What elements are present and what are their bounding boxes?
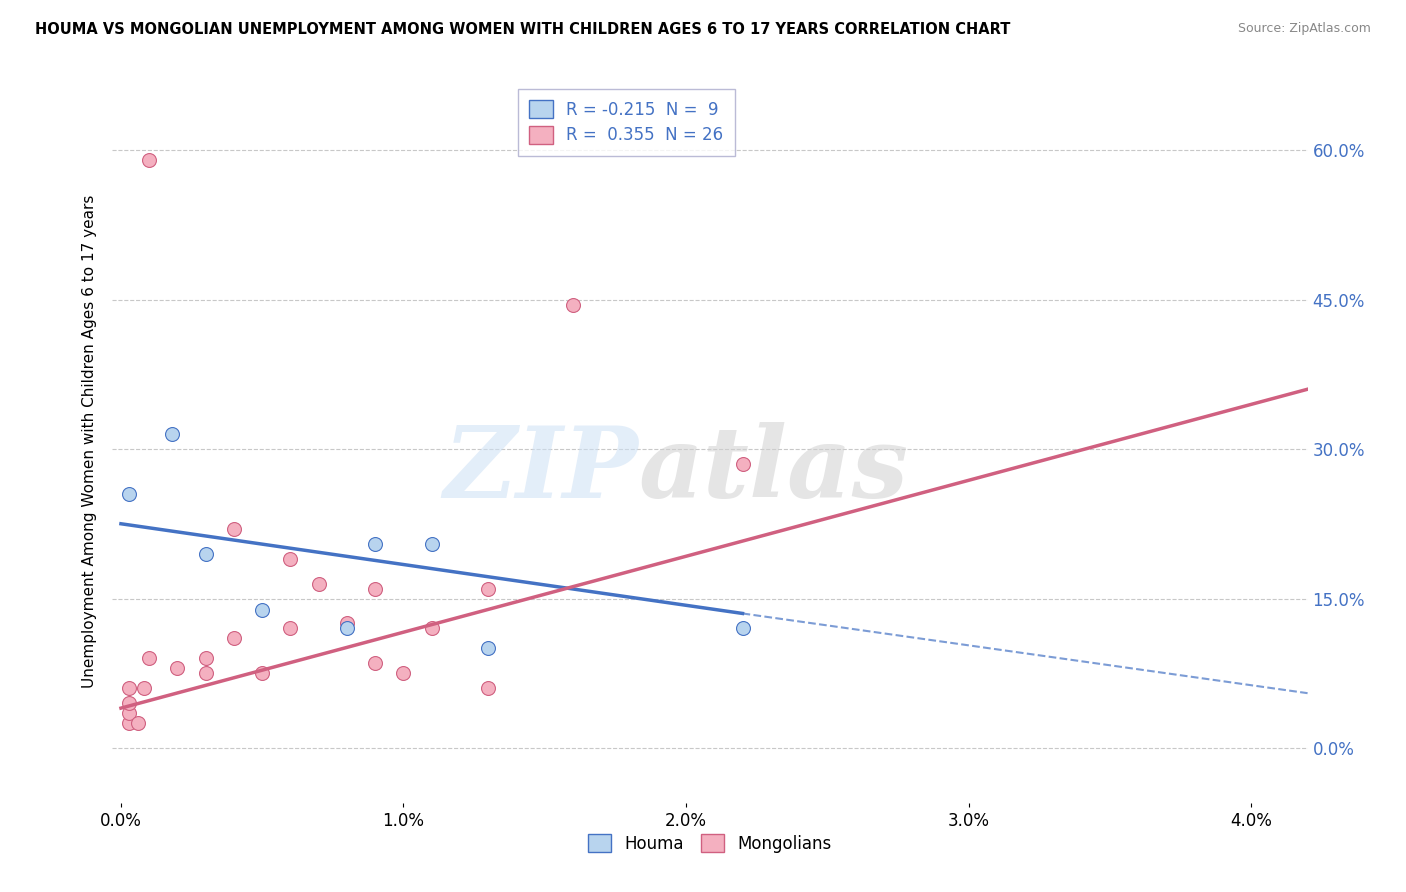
Text: Source: ZipAtlas.com: Source: ZipAtlas.com: [1237, 22, 1371, 36]
Point: [222, 522, 245, 536]
Y-axis label: Unemployment Among Women with Children Ages 6 to 17 years: Unemployment Among Women with Children A…: [82, 194, 97, 689]
Point: [222, 632, 245, 646]
Point: [138, 651, 160, 665]
Point: [138, 153, 160, 167]
Point: [132, 681, 155, 696]
Point: [118, 696, 141, 710]
Point: [194, 651, 217, 665]
Point: [364, 657, 387, 671]
Point: [477, 582, 499, 596]
Point: [118, 487, 141, 501]
Point: [420, 621, 443, 635]
Point: [280, 621, 302, 635]
Point: [336, 616, 359, 631]
Point: [477, 641, 499, 656]
Point: [392, 666, 415, 681]
Point: [420, 537, 443, 551]
Point: [118, 716, 141, 731]
Point: [252, 666, 274, 681]
Point: [731, 621, 754, 635]
Point: [731, 457, 754, 471]
Text: atlas: atlas: [638, 422, 908, 518]
Point: [252, 603, 274, 617]
Point: [166, 661, 188, 675]
Point: [336, 621, 359, 635]
Legend: Houma, Mongolians: Houma, Mongolians: [582, 828, 838, 860]
Point: [280, 551, 302, 566]
Point: [194, 666, 217, 681]
Text: ZIP: ZIP: [443, 422, 638, 518]
Point: [160, 427, 183, 442]
Point: [477, 681, 499, 696]
Point: [364, 537, 387, 551]
Point: [194, 547, 217, 561]
Text: HOUMA VS MONGOLIAN UNEMPLOYMENT AMONG WOMEN WITH CHILDREN AGES 6 TO 17 YEARS COR: HOUMA VS MONGOLIAN UNEMPLOYMENT AMONG WO…: [35, 22, 1011, 37]
Point: [364, 582, 387, 596]
Point: [562, 297, 585, 311]
Point: [118, 706, 141, 720]
Point: [308, 576, 330, 591]
Point: [127, 716, 149, 731]
Point: [118, 681, 141, 696]
